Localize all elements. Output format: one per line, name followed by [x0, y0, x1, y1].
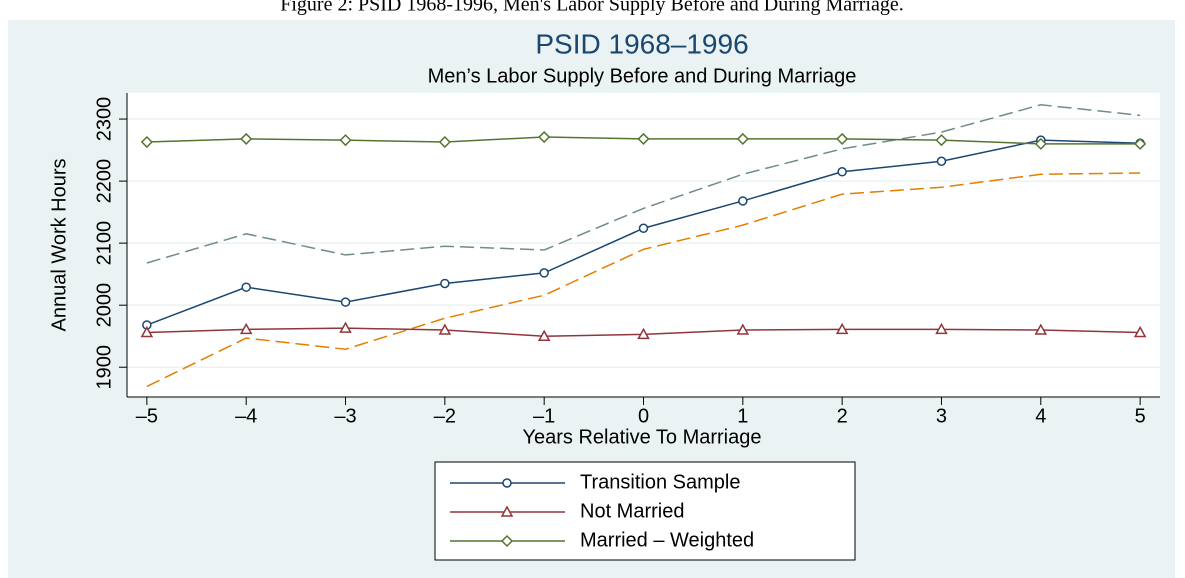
series-line	[146, 104, 1141, 264]
marker	[835, 322, 849, 335]
x-axis-label: Years Relative To Marriage	[522, 426, 761, 448]
marker	[440, 278, 450, 289]
legend-label: Not Married	[580, 500, 684, 522]
marker	[736, 323, 750, 335]
marker	[935, 134, 948, 147]
marker	[140, 325, 154, 338]
marker	[539, 268, 549, 278]
series-line	[146, 172, 1141, 388]
x-tick-label: –4	[235, 405, 257, 427]
marker	[537, 329, 551, 341]
marker	[935, 322, 948, 335]
figure-caption: Figure 2: PSID 1968-1996, Men's Labor Su…	[280, 0, 904, 16]
x-tick-label: 1	[737, 405, 748, 427]
chart-subtitle: Men’s Labor Supply Before and During Mar…	[428, 65, 857, 87]
y-tick-label: 2300	[93, 97, 115, 142]
x-tick-label: –1	[533, 405, 555, 427]
marker	[438, 323, 452, 335]
x-tick-label: 2	[837, 405, 848, 427]
marker	[340, 297, 351, 307]
legend-label: Transition Sample	[580, 471, 740, 493]
marker	[738, 196, 748, 206]
y-tick-label: 1900	[93, 345, 115, 390]
marker	[638, 223, 649, 233]
marker	[736, 132, 749, 145]
y-tick-label: 2000	[93, 283, 115, 328]
y-tick-label: 2100	[93, 221, 115, 266]
marker	[239, 322, 253, 335]
marker	[1034, 137, 1047, 150]
y-axis-label: Annual Work Hours	[48, 158, 70, 331]
marker	[837, 167, 847, 177]
marker	[502, 478, 512, 488]
marker	[240, 132, 253, 145]
x-tick-label: –3	[334, 405, 356, 427]
marker	[637, 132, 650, 145]
marker	[836, 132, 849, 145]
marker	[500, 505, 514, 517]
marker	[339, 134, 352, 147]
marker	[1034, 323, 1048, 335]
marker	[1133, 325, 1147, 338]
marker	[1134, 137, 1147, 150]
marker	[500, 534, 514, 548]
y-tick-label: 2200	[93, 159, 115, 204]
x-tick-label: –2	[434, 405, 456, 427]
x-tick-label: 5	[1135, 405, 1146, 427]
chart-title: PSID 1968–1996	[535, 28, 748, 59]
marker	[637, 327, 650, 340]
x-tick-label: 3	[936, 405, 947, 427]
marker	[936, 156, 947, 166]
marker	[140, 135, 153, 149]
x-tick-label: 4	[1035, 405, 1046, 427]
legend-label: Married – Weighted	[580, 529, 754, 551]
marker	[241, 282, 251, 292]
marker	[538, 130, 551, 144]
marker	[339, 321, 352, 333]
marker	[438, 135, 451, 149]
x-tick-label: 0	[638, 405, 649, 427]
x-tick-label: –5	[136, 405, 158, 427]
